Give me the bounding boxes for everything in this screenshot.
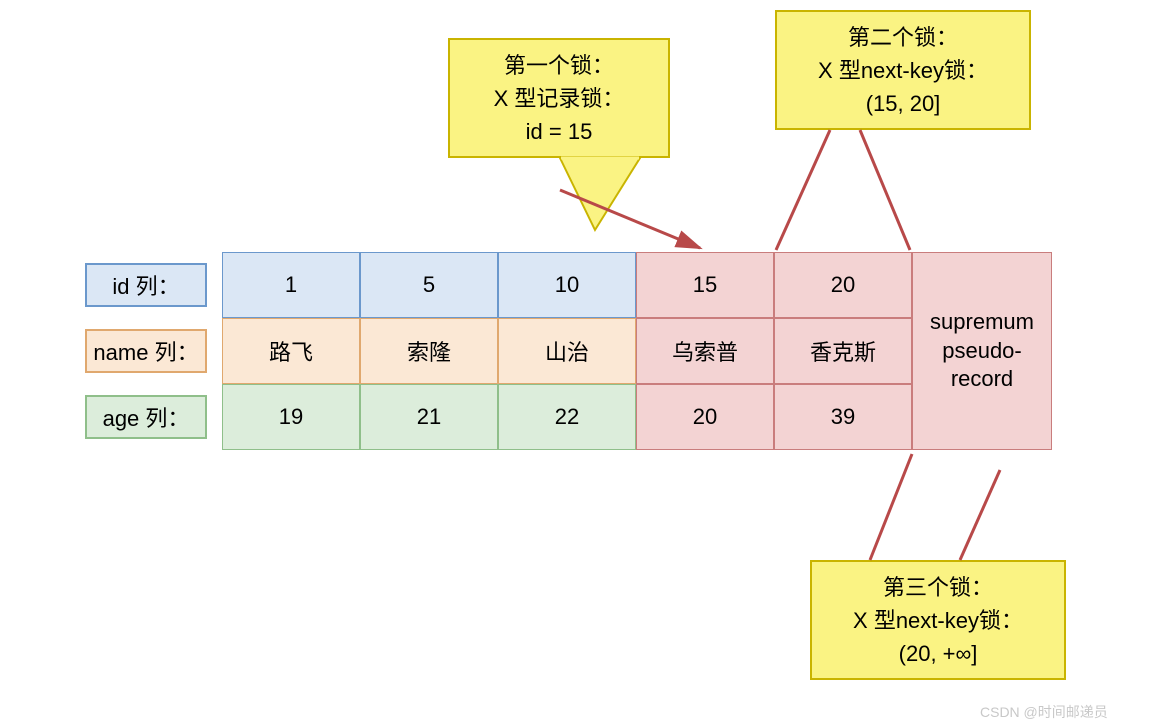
callout-lock1-tail xyxy=(560,158,640,230)
cell-name-3: 乌索普 xyxy=(636,318,774,384)
cell-age-4: 39 xyxy=(774,384,912,450)
row-label-id: id 列： xyxy=(85,263,207,307)
cell-name-1: 索隆 xyxy=(360,318,498,384)
callout-lock3-line-1 xyxy=(960,470,1000,560)
callout-lock1-line2: X 型记录锁： xyxy=(494,82,625,115)
cell-id-2: 10 xyxy=(498,252,636,318)
callout-lock2-line-1 xyxy=(860,130,910,250)
cell-name-2: 山治 xyxy=(498,318,636,384)
callout-lock3: 第三个锁： X 型next-key锁： (20, +∞] xyxy=(810,560,1066,680)
lock-diagram: id 列： name 列： age 列： 1 路飞 19 5 索隆 21 10 山治 22 15 乌… xyxy=(0,0,1156,724)
arrow-to-id15 xyxy=(560,190,700,248)
cell-name-4: 香克斯 xyxy=(774,318,912,384)
callout-lock3-line-0 xyxy=(870,454,912,560)
supremum-text: supremum pseudo- record xyxy=(930,308,1034,394)
watermark: CSDN @时间邮递员 xyxy=(980,702,1108,722)
cell-value: 39 xyxy=(831,404,855,430)
cell-value: 20 xyxy=(831,272,855,298)
callout-lock2-line2: X 型next-key锁： xyxy=(818,54,988,87)
cell-name-0: 路飞 xyxy=(222,318,360,384)
row-label-age-text: age 列： xyxy=(103,401,190,433)
cell-id-1: 5 xyxy=(360,252,498,318)
cell-value: 15 xyxy=(693,272,717,298)
cell-value: 10 xyxy=(555,272,579,298)
row-label-age: age 列： xyxy=(85,395,207,439)
cell-value: 路飞 xyxy=(269,335,313,367)
supremum-cell: supremum pseudo- record xyxy=(912,252,1052,450)
callout-lock2-line-0 xyxy=(776,130,830,250)
cell-age-0: 19 xyxy=(222,384,360,450)
cell-value: 1 xyxy=(285,272,297,298)
cell-id-4: 20 xyxy=(774,252,912,318)
cell-value: 香克斯 xyxy=(810,335,876,367)
cell-value: 山治 xyxy=(545,335,589,367)
cell-id-3: 15 xyxy=(636,252,774,318)
cell-value: 19 xyxy=(279,404,303,430)
row-label-name: name 列： xyxy=(85,329,207,373)
callout-lock3-line2: X 型next-key锁： xyxy=(853,604,1023,637)
callout-lock1-line3: id = 15 xyxy=(526,115,593,148)
callout-lock2-line3: (15, 20] xyxy=(866,87,941,120)
callout-lock1: 第一个锁： X 型记录锁： id = 15 xyxy=(448,38,670,158)
cell-age-3: 20 xyxy=(636,384,774,450)
cell-value: 20 xyxy=(693,404,717,430)
callout-lock1-line1: 第一个锁： xyxy=(504,49,614,82)
callout-lock2-line1: 第二个锁： xyxy=(848,21,958,54)
callout-lock3-line3: (20, +∞] xyxy=(899,637,978,670)
cell-value: 索隆 xyxy=(407,335,451,367)
cell-age-2: 22 xyxy=(498,384,636,450)
callout-lock3-line1: 第三个锁： xyxy=(883,571,993,604)
row-label-id-text: id 列： xyxy=(112,269,179,301)
cell-value: 21 xyxy=(417,404,441,430)
cell-age-1: 21 xyxy=(360,384,498,450)
row-label-name-text: name 列： xyxy=(93,335,198,367)
cell-id-0: 1 xyxy=(222,252,360,318)
cell-value: 乌索普 xyxy=(672,335,738,367)
watermark-text: CSDN @时间邮递员 xyxy=(980,704,1108,720)
cell-value: 22 xyxy=(555,404,579,430)
cell-value: 5 xyxy=(423,272,435,298)
callout-lock2: 第二个锁： X 型next-key锁： (15, 20] xyxy=(775,10,1031,130)
